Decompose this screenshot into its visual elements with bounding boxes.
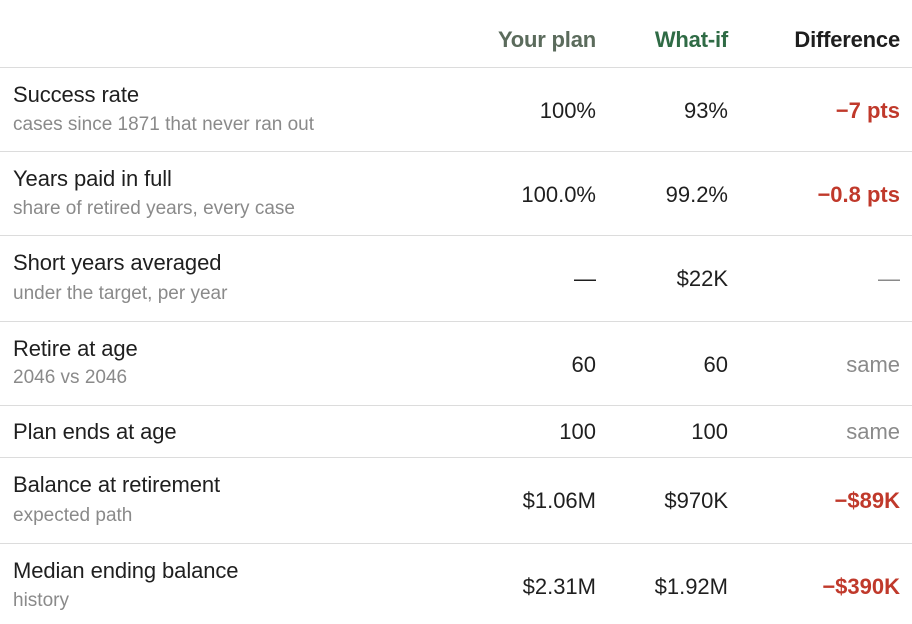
row-years-paid: Years paid in full share of retired year…: [0, 152, 912, 236]
whatif-value: 99.2%: [665, 182, 728, 207]
row-sublabel: share of retired years, every case: [13, 198, 295, 219]
row-sublabel: history: [13, 590, 69, 611]
row-sublabel: cases since 1871 that never ran out: [13, 114, 315, 135]
whatif-value: 60: [703, 352, 728, 377]
whatif-value: $1.92M: [654, 574, 728, 599]
row-label: Balance at retirement: [13, 472, 221, 497]
row-label: Success rate: [13, 82, 139, 107]
row-short-years: Short years averaged under the target, p…: [0, 236, 912, 322]
difference-value: −0.8 pts: [817, 182, 900, 207]
whatif-value: $22K: [676, 266, 728, 291]
row-plan-ends: Plan ends at age 100 100 same: [0, 406, 912, 458]
row-sublabel: expected path: [13, 505, 133, 526]
row-label: Median ending balance: [13, 558, 239, 583]
row-label: Years paid in full: [13, 166, 172, 191]
difference-value: −$390K: [822, 574, 900, 599]
row-sublabel: 2046 vs 2046: [13, 367, 128, 388]
plan-value: $1.06M: [522, 488, 596, 513]
row-label: Short years averaged: [13, 250, 222, 275]
whatif-value: $970K: [664, 488, 728, 513]
row-balance-retirement: Balance at retirement expected path $1.0…: [0, 458, 912, 544]
difference-value: −$89K: [834, 488, 900, 513]
plan-value: 60: [571, 352, 596, 377]
row-retire-age: Retire at age 2046 vs 2046 60 60 same: [0, 322, 912, 406]
table-header: Your plan What-if Difference: [0, 0, 912, 68]
row-label: Plan ends at age: [13, 419, 177, 444]
row-success-rate: Success rate cases since 1871 that never…: [0, 68, 912, 152]
whatif-value: 100: [691, 419, 728, 444]
header-your-plan: Your plan: [497, 27, 596, 52]
difference-value: same: [846, 352, 900, 377]
plan-value: —: [574, 266, 596, 291]
row-median-ending: Median ending balance history $2.31M $1.…: [0, 544, 912, 624]
header-what-if: What-if: [654, 27, 728, 52]
header-difference: Difference: [794, 27, 900, 52]
whatif-value: 93%: [683, 98, 728, 123]
difference-value: −7 pts: [835, 98, 900, 123]
row-sublabel: under the target, per year: [13, 283, 228, 304]
plan-value: 100%: [539, 98, 596, 123]
row-label: Retire at age: [13, 336, 138, 361]
plan-value: 100: [559, 419, 596, 444]
plan-value: 100.0%: [521, 182, 596, 207]
difference-value: —: [878, 266, 900, 291]
plan-value: $2.31M: [522, 574, 596, 599]
difference-value: same: [846, 419, 900, 444]
